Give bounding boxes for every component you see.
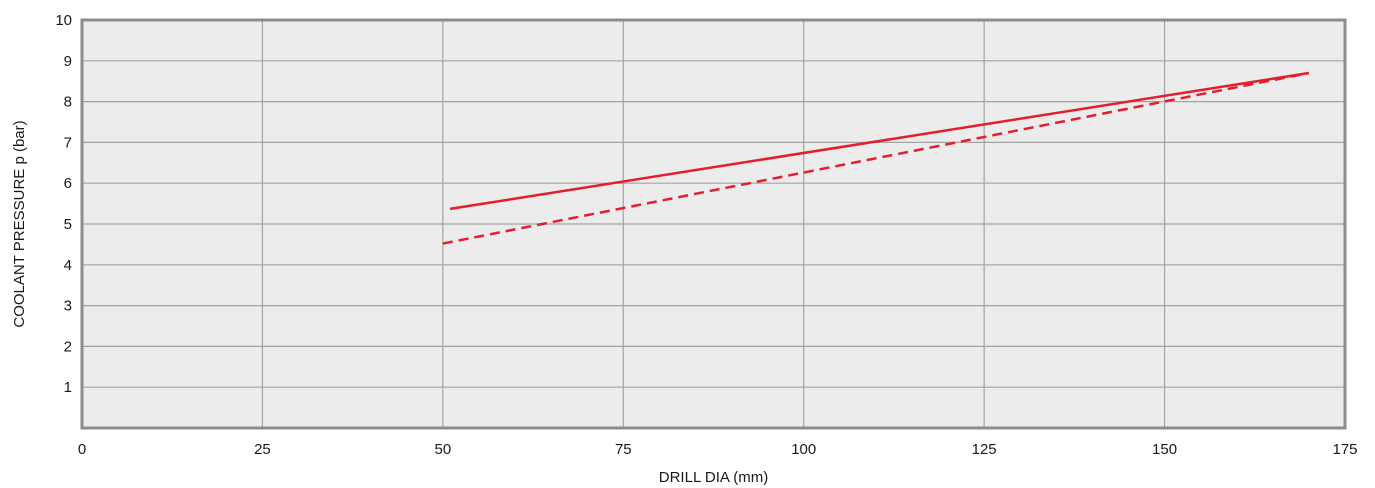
y-tick-labels: 1 2 3 4 5 6 7 8 9 10	[55, 12, 72, 396]
y-tick-label: 9	[64, 53, 72, 70]
x-tick-label: 25	[254, 441, 271, 458]
x-tick-label: 125	[972, 441, 997, 458]
series-line-solid	[449, 71, 1310, 211]
series-layer	[442, 71, 1310, 245]
series-line-dashed	[442, 71, 1310, 245]
x-tick-label: 0	[78, 441, 86, 458]
y-tick-label: 5	[64, 216, 72, 233]
x-tick-label: 75	[615, 441, 632, 458]
y-tick-label: 10	[55, 12, 72, 29]
y-tick-label: 4	[64, 257, 72, 274]
x-tick-label: 100	[791, 441, 816, 458]
y-tick-label: 6	[64, 175, 72, 192]
plot-frame	[80, 18, 1347, 430]
y-tick-label: 1	[64, 379, 72, 396]
x-axis-title: DRILL DIA (mm)	[659, 469, 768, 486]
y-tick-label: 7	[64, 134, 72, 151]
x-tick-labels: 0 25 50 75 100 125 150 175	[78, 441, 1358, 458]
y-tick-label: 3	[64, 298, 72, 315]
y-gridlines	[82, 60, 1345, 388]
x-tick-label: 50	[435, 441, 452, 458]
y-axis-title: COOLANT PRESSURE p (bar)	[11, 120, 28, 327]
x-tick-label: 150	[1152, 441, 1177, 458]
y-tick-label: 8	[64, 94, 72, 111]
x-tick-label: 175	[1332, 441, 1357, 458]
y-tick-label: 2	[64, 338, 72, 355]
